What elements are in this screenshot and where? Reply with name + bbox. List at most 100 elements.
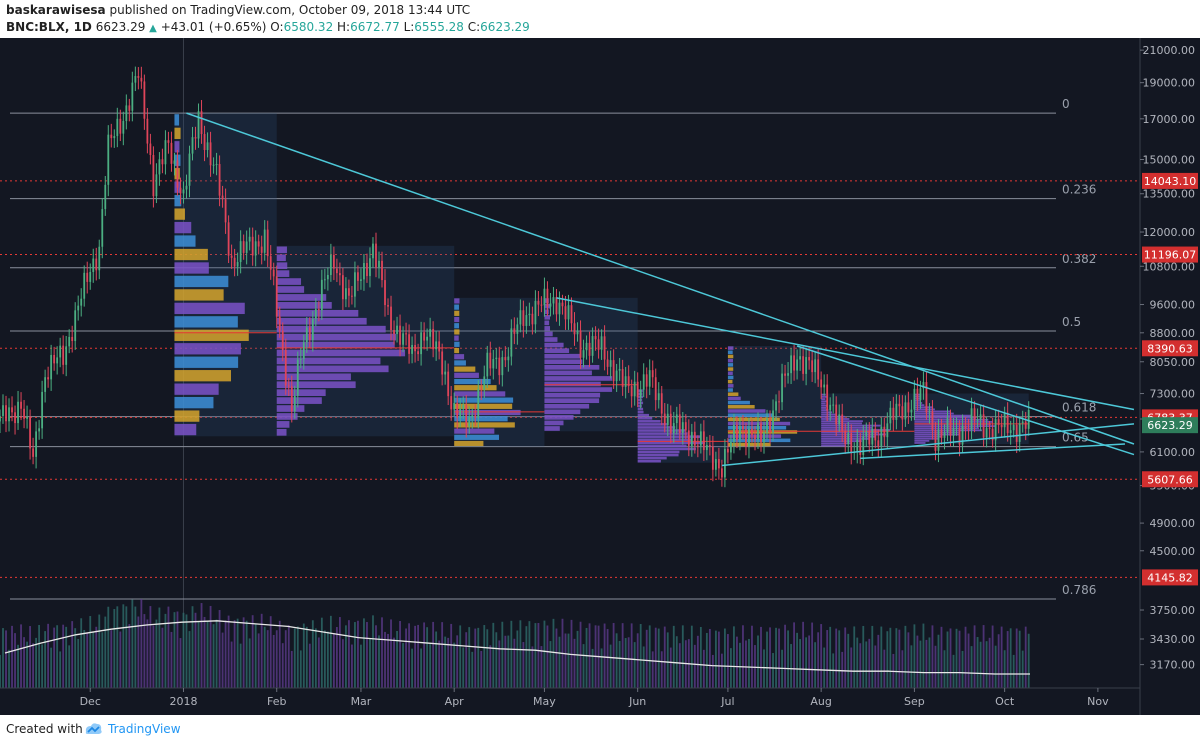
- candle-body: [227, 222, 230, 256]
- volume-bar: [645, 629, 648, 688]
- volume-bar: [329, 615, 332, 688]
- candle-body: [991, 428, 994, 441]
- volume-bar: [149, 606, 152, 688]
- volume-profile-bar: [544, 342, 564, 348]
- volume-bar: [110, 630, 113, 688]
- volume-profile-bar: [544, 359, 583, 365]
- volume-bar: [702, 649, 705, 688]
- candle-body: [236, 262, 239, 267]
- candle-body: [582, 350, 585, 358]
- candle-body: [23, 408, 25, 419]
- volume-bar: [471, 651, 474, 688]
- volume-bar: [167, 606, 170, 688]
- volume-bar: [525, 626, 528, 688]
- trend-line[interactable]: [796, 345, 1135, 456]
- candle-body: [811, 360, 814, 373]
- volume-bar: [188, 631, 191, 688]
- candle-body: [2, 405, 4, 416]
- candle-body: [393, 330, 395, 335]
- tradingview-link[interactable]: TradingView: [108, 722, 181, 736]
- low-label: L:: [403, 20, 415, 34]
- candle-body: [119, 118, 122, 134]
- y-tick-label: 19000.00: [1143, 77, 1196, 90]
- candle-body: [275, 276, 278, 317]
- candle-body: [450, 396, 453, 410]
- x-tick-label: Apr: [445, 695, 465, 708]
- volume-profile-bar: [637, 410, 644, 414]
- volume-bar: [161, 627, 164, 688]
- candle-body: [705, 445, 708, 451]
- candle-body: [886, 423, 889, 438]
- volume-profile-bar: [544, 370, 592, 376]
- candle-body: [281, 331, 284, 350]
- trend-line[interactable]: [556, 297, 1135, 411]
- volume-profile-bar: [544, 326, 551, 331]
- volume-bar: [5, 630, 7, 688]
- candle-body: [56, 357, 59, 364]
- candle-body: [375, 243, 377, 268]
- candle-body: [185, 185, 188, 190]
- candle-body: [447, 371, 450, 397]
- candle-body: [164, 140, 167, 165]
- high-label: H:: [337, 20, 351, 34]
- volume-bar: [826, 630, 829, 688]
- trend-line[interactable]: [860, 443, 1126, 460]
- trend-line[interactable]: [721, 423, 1135, 467]
- volume-bar: [224, 620, 227, 688]
- author-name[interactable]: baskarawisesa: [6, 3, 106, 17]
- volume-profile-bar: [454, 323, 460, 329]
- volume-bar: [230, 641, 233, 688]
- volume-bar: [405, 628, 407, 688]
- candle-body: [546, 288, 549, 307]
- volume-bar: [206, 620, 209, 688]
- candle-body: [116, 118, 119, 137]
- chart-area[interactable]: 0 0.236 0.382 0.5 0.618 0.65 0.786 21000.00 190…: [0, 38, 1200, 715]
- volume-bar: [182, 612, 185, 688]
- x-tick-label: Jun: [628, 695, 646, 708]
- volume-bar: [720, 653, 723, 688]
- candle-body: [441, 351, 444, 375]
- candle-body: [215, 164, 218, 166]
- candle-body: [684, 422, 687, 431]
- candle-body: [335, 268, 338, 274]
- volume-profile-bar: [914, 416, 977, 419]
- volume-profile-bar: [276, 246, 287, 254]
- volume-bar: [498, 640, 501, 688]
- candle-body: [979, 414, 982, 420]
- volume-bar: [510, 620, 513, 688]
- volume-bar: [396, 630, 398, 688]
- volume-bar: [754, 645, 756, 688]
- candle-body: [681, 422, 684, 433]
- candle-body: [266, 229, 269, 257]
- candle-body: [302, 342, 305, 360]
- candle-body: [862, 436, 865, 455]
- volume-bar: [907, 632, 910, 688]
- candle-body: [727, 448, 729, 453]
- fib-level-label: 0: [1062, 97, 1070, 111]
- volume-profile-bar: [637, 416, 653, 420]
- candle-body: [381, 260, 383, 281]
- candle-body: [182, 189, 185, 194]
- candle-body: [799, 356, 802, 360]
- volume-bar: [284, 630, 287, 688]
- tradingview-logo-icon[interactable]: [82, 719, 104, 743]
- candle-body: [775, 401, 777, 411]
- candle-body: [360, 279, 362, 281]
- trend-line[interactable]: [186, 112, 1135, 445]
- volume-profile-bar: [454, 347, 460, 354]
- candle-body: [615, 370, 618, 382]
- volume-bar: [612, 622, 615, 688]
- candle-body: [973, 408, 976, 421]
- volume-bar: [763, 649, 765, 688]
- volume-bar: [146, 619, 149, 688]
- volume-bar: [200, 603, 203, 688]
- volume-bar: [378, 635, 380, 688]
- volume-bar: [122, 604, 125, 688]
- candle-body: [519, 310, 522, 325]
- candle-body: [967, 428, 970, 431]
- candle-body: [742, 425, 744, 430]
- volume-bar: [949, 628, 952, 688]
- volume-bar: [693, 644, 696, 688]
- candle-body: [537, 300, 540, 305]
